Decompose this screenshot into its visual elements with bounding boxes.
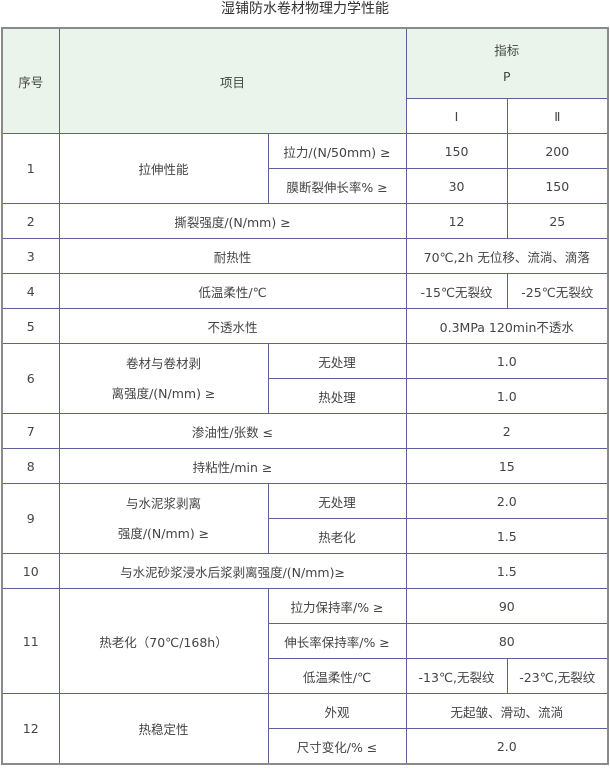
row-item-line: 卷材与卷材剥	[125, 355, 201, 371]
row-no: 2	[1, 203, 60, 239]
row-value: 2.0	[405, 483, 609, 519]
row-item: 持粘性/min ≥	[58, 448, 407, 484]
table-row: 伸长率保持率/% ≥ 80	[2, 623, 609, 659]
row-item: 与水泥浆剥离 强度/(N/mm) ≥	[58, 483, 269, 554]
row-value: 80	[405, 623, 609, 659]
row-no: 11	[1, 588, 60, 694]
row-value-2: 25	[506, 203, 609, 239]
header-index: 指标 P	[405, 27, 609, 99]
row-value: 1.0	[405, 378, 609, 414]
row-subitem: 无处理	[267, 483, 407, 519]
row-value: 1.5	[405, 553, 609, 589]
table-title: 湿铺防水卷材物理力学性能	[221, 1, 389, 17]
row-value-2: 150	[506, 168, 609, 204]
table-row: 1 拉伸性能 拉力/(N/50mm) ≥ 150 200	[1, 133, 609, 204]
row-value: 90	[405, 588, 609, 624]
table-row: 2 撕裂强度/(N/mm) ≥ 12 25	[1, 203, 609, 239]
table-row: 热老化 1.5	[2, 518, 609, 554]
row-subitem: 膜断裂伸长率% ≥	[267, 168, 407, 204]
header-no: 序号	[1, 27, 60, 134]
table-row: 12 热稳定性 外观 无起皱、滑动、流淌	[1, 693, 609, 765]
row-no: 12	[1, 693, 60, 765]
row-item: 热老化（70℃/168h）	[58, 588, 269, 694]
row-value-1: 30	[405, 168, 508, 204]
header-grade-2: Ⅱ	[506, 98, 609, 134]
table-row: 4 低温柔性/℃ -15℃无裂纹 -25℃无裂纹	[1, 273, 609, 309]
row-item: 低温柔性/℃	[58, 273, 407, 309]
row-item: 卷材与卷材剥 离强度/(N/mm) ≥	[58, 343, 269, 414]
table-row: 8 持粘性/min ≥ 15	[1, 448, 609, 484]
header-item: 项目	[58, 27, 407, 134]
row-item-line: 强度/(N/mm) ≥	[117, 525, 210, 541]
row-item: 拉伸性能	[58, 133, 269, 204]
row-value: 1.0	[405, 343, 609, 379]
row-value: 2.0	[405, 728, 609, 765]
row-value: 15	[405, 448, 609, 484]
row-item-line: 离强度/(N/mm) ≥	[111, 385, 216, 401]
row-item: 渗油性/张数 ≤	[58, 413, 407, 449]
row-item-line: 与水泥浆剥离	[125, 495, 201, 511]
row-item: 与水泥砂浆浸水后浆剥离强度/(N/mm)≥	[58, 553, 407, 589]
row-subitem: 尺寸变化/% ≤	[267, 728, 407, 765]
row-value-1: -15℃无裂纹	[405, 273, 508, 309]
row-subitem: 拉力/(N/50mm) ≥	[267, 133, 407, 169]
row-subitem: 拉力保持率/% ≥	[267, 588, 407, 624]
row-no: 7	[1, 413, 60, 449]
row-no: 5	[1, 308, 60, 344]
row-subitem: 低温柔性/℃	[267, 658, 407, 694]
header-grade-1: Ⅰ	[405, 98, 508, 134]
row-value: 1.5	[405, 518, 609, 554]
row-item: 撕裂强度/(N/mm) ≥	[58, 203, 407, 239]
row-no: 8	[1, 448, 60, 484]
header-type-label: P	[503, 68, 511, 84]
row-no: 1	[1, 133, 60, 204]
row-item: 不透水性	[58, 308, 407, 344]
table-row: 7 渗油性/张数 ≤ 2	[1, 413, 609, 449]
header-row: 序号 项目 指标 P	[1, 27, 609, 134]
row-subitem: 热老化	[267, 518, 407, 554]
row-no: 3	[1, 238, 60, 274]
row-subitem: 外观	[267, 693, 407, 729]
row-value-1: 150	[405, 133, 508, 169]
header-index-label: 指标	[494, 42, 520, 58]
table-row: 3 耐热性 70℃,2h 无位移、流淌、滴落	[1, 238, 609, 274]
row-subitem: 热处理	[267, 378, 407, 414]
table-row: 尺寸变化/% ≤ 2.0	[2, 728, 609, 765]
row-value-2: -23℃,无裂纹	[506, 658, 609, 694]
properties-table: 序号 项目 指标 P Ⅰ Ⅱ 1 拉伸性能 拉力/(N/50mm) ≥ 150 2…	[1, 27, 610, 765]
row-no: 9	[1, 483, 60, 554]
table-row: 10 与水泥砂浆浸水后浆剥离强度/(N/mm)≥ 1.5	[1, 553, 609, 589]
table-row: 膜断裂伸长率% ≥ 30 150	[2, 168, 609, 204]
table-row: 热处理 1.0	[2, 378, 609, 414]
row-value-1: 12	[405, 203, 508, 239]
row-value: 无起皱、滑动、流淌	[405, 693, 609, 729]
row-value-1: -13℃,无裂纹	[405, 658, 508, 694]
row-item: 热稳定性	[58, 693, 269, 765]
row-no: 4	[1, 273, 60, 309]
row-value: 0.3MPa 120min不透水	[405, 308, 609, 344]
table-row: 11 热老化（70℃/168h） 拉力保持率/% ≥ 90	[1, 588, 609, 694]
row-no: 10	[1, 553, 60, 589]
row-item: 耐热性	[58, 238, 407, 274]
table-row: 5 不透水性 0.3MPa 120min不透水	[1, 308, 609, 344]
row-value: 70℃,2h 无位移、流淌、滴落	[405, 238, 609, 274]
table-row: 6 卷材与卷材剥 离强度/(N/mm) ≥ 无处理 1.0	[1, 343, 609, 414]
row-value: 2	[405, 413, 609, 449]
row-value-2: -25℃无裂纹	[506, 273, 609, 309]
row-value-2: 200	[506, 133, 609, 169]
row-subitem: 伸长率保持率/% ≥	[267, 623, 407, 659]
row-subitem: 无处理	[267, 343, 407, 379]
table-row: 9 与水泥浆剥离 强度/(N/mm) ≥ 无处理 2.0	[1, 483, 609, 554]
row-no: 6	[1, 343, 60, 414]
